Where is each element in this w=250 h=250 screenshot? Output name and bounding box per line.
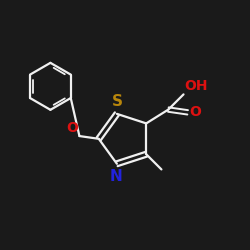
Text: OH: OH (184, 79, 208, 93)
Text: O: O (66, 121, 78, 135)
Text: S: S (112, 94, 123, 109)
Text: O: O (189, 105, 201, 119)
Text: N: N (109, 169, 122, 184)
